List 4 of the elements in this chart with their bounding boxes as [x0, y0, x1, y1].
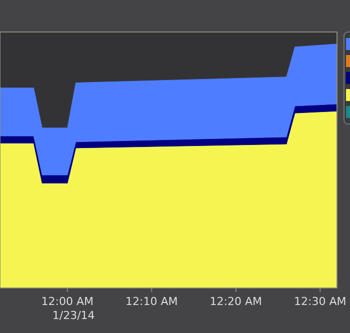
- x-tick-label: 12:10 AM: [126, 295, 178, 308]
- x-tick-label: 12:30 AM: [294, 295, 346, 308]
- x-tick-label: 12:20 AM: [210, 295, 262, 308]
- x-tick-label: 12:00 AM 1/23/14: [41, 295, 95, 322]
